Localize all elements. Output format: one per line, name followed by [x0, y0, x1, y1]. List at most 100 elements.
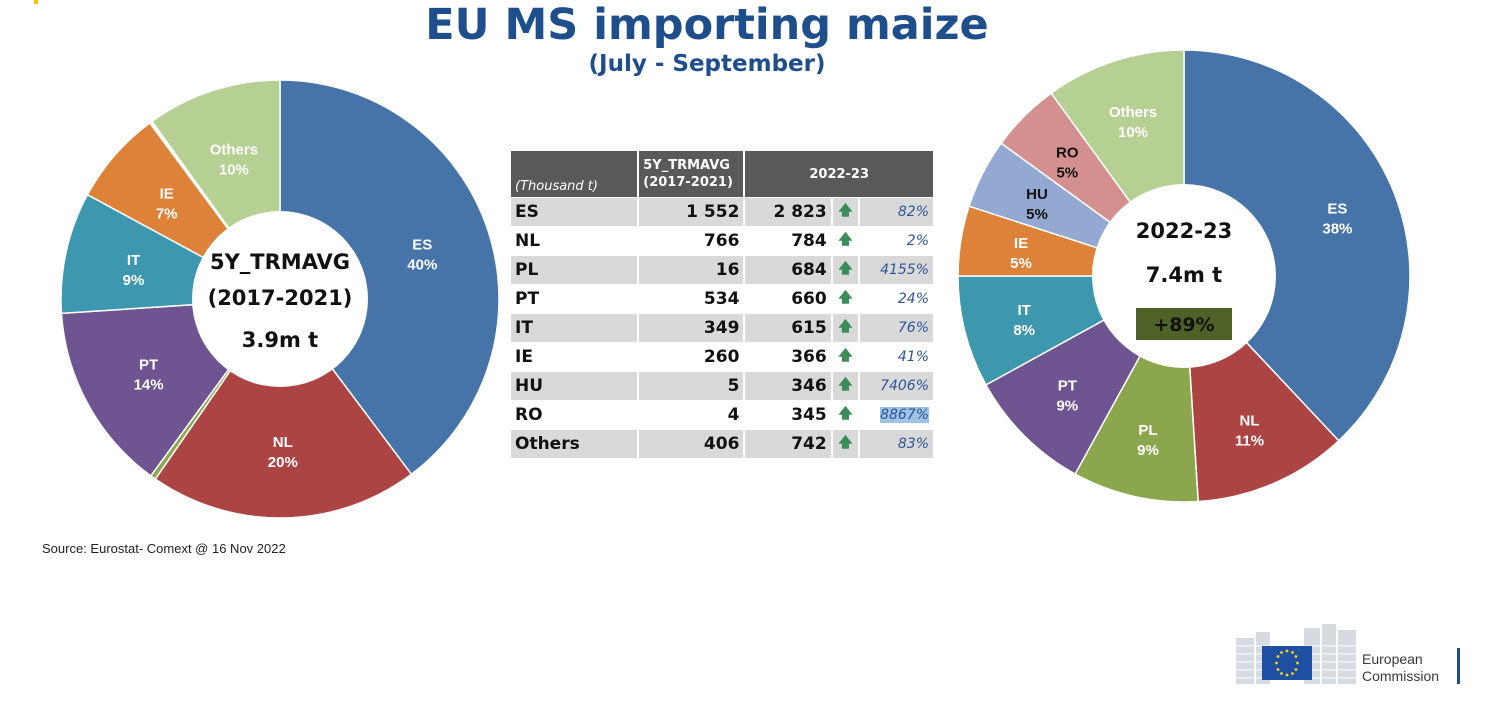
slice-name-label: RO: [1056, 144, 1079, 161]
slice-value-label: 5%: [1010, 255, 1032, 272]
table-body: ES 1 552 2 823 🡅 82% NL 766 784 🡅 2% PL …: [511, 197, 935, 459]
slice-name-label: Others: [210, 141, 258, 158]
row-country: Others: [511, 429, 640, 459]
row-change-pct: 8867%: [859, 400, 935, 430]
row-current-value: 784: [744, 226, 833, 256]
slice-value-label: 10%: [1118, 124, 1148, 141]
arrow-up-icon: 🡅: [838, 290, 853, 306]
row-avg-value: 260: [638, 342, 746, 372]
slice-value-label: 7%: [156, 206, 178, 223]
page-subtitle: (July - September): [588, 51, 826, 77]
row-arrow: 🡅: [831, 342, 861, 372]
row-arrow: 🡅: [831, 226, 861, 256]
slice-value-label: 14%: [134, 376, 164, 393]
slice-value-label: 8%: [1013, 322, 1035, 339]
slice-value-label: 9%: [1137, 442, 1159, 459]
table-row: ES 1 552 2 823 🡅 82%: [511, 197, 935, 227]
donut-center-text: (2017-2021): [208, 286, 353, 310]
ec-wordmark-line2: Commission: [1362, 668, 1440, 684]
arrow-up-icon: 🡅: [838, 377, 853, 393]
growth-badge-text: +89%: [1153, 314, 1214, 336]
arrow-up-icon: 🡅: [838, 435, 853, 451]
avg-header-line2: (2017-2021): [643, 175, 733, 190]
row-change-pct: 24%: [859, 284, 935, 314]
right-donut-chart: ES 38% NL 11% PL 9% PT 9% IT 8% IE 5% HU 5% RO 5% Others…: [957, 49, 1411, 503]
slice-name-label: NL: [1240, 412, 1260, 429]
avg-header-line1: 5Y_TRMAVG: [643, 158, 730, 173]
row-change-pct: 2%: [859, 226, 935, 256]
slice-name-label: ES: [412, 237, 432, 254]
row-current-value: 742: [744, 429, 833, 459]
table-row: PT 534 660 🡅 24%: [511, 284, 935, 314]
row-avg-value: 406: [638, 429, 746, 459]
row-change-pct: 83%: [859, 429, 935, 459]
row-change-pct: 4155%: [859, 255, 935, 285]
slice-value-label: 10%: [219, 161, 249, 178]
ec-wordmark: European Commission: [1362, 651, 1439, 685]
row-current-value: 615: [744, 313, 833, 343]
row-avg-value: 534: [638, 284, 746, 314]
row-avg-value: 1 552: [638, 197, 746, 227]
row-country: PT: [511, 284, 640, 314]
arrow-up-icon: 🡅: [838, 261, 853, 277]
pie-slice-es: [279, 79, 500, 476]
slice-name-label: IE: [160, 186, 174, 203]
arrow-up-icon: 🡅: [838, 232, 853, 248]
row-change-pct: 82%: [859, 197, 935, 227]
row-current-value: 684: [744, 255, 833, 285]
row-arrow: 🡅: [831, 429, 861, 459]
pie-slice-es: [1183, 49, 1411, 442]
table-row: Others 406 742 🡅 83%: [511, 429, 935, 459]
slice-value-label: 9%: [123, 272, 145, 289]
arrow-up-icon: 🡅: [838, 406, 853, 422]
slice-value-label: 11%: [1235, 432, 1264, 449]
row-country: IE: [511, 342, 640, 372]
slice-name-label: PT: [139, 356, 158, 373]
donut-center-text: 5Y_TRMAVG: [210, 250, 350, 274]
slice-name-label: ES: [1327, 200, 1347, 217]
row-change-pct: 7406%: [859, 371, 935, 401]
row-avg-value: 766: [638, 226, 746, 256]
row-arrow: 🡅: [831, 400, 861, 430]
row-avg-value: 5: [638, 371, 746, 401]
table-row: HU 5 346 🡅 7406%: [511, 371, 935, 401]
donut-hole: [192, 211, 368, 387]
row-country: PL: [511, 255, 640, 285]
row-country: ES: [511, 197, 640, 227]
table-row: PL 16 684 🡅 4155%: [511, 255, 935, 285]
growth-badge: [1136, 308, 1232, 340]
donut-center-text: 7.4m t: [1146, 263, 1222, 287]
european-commission-logo: [1236, 624, 1356, 684]
table-header-row: (Thousand t) 5Y_TRMAVG (2017-2021) 2022-…: [511, 151, 935, 198]
import-table: (Thousand t) 5Y_TRMAVG (2017-2021) 2022-…: [511, 151, 935, 459]
slice-value-label: 5%: [1056, 164, 1078, 181]
row-country: IT: [511, 313, 640, 343]
row-current-value: 2 823: [744, 197, 833, 227]
row-arrow: 🡅: [831, 284, 861, 314]
ec-wordmark-line1: European: [1362, 651, 1423, 667]
highlighted-pct: 8867%: [880, 407, 929, 423]
donut-center-text: 2022-23: [1136, 219, 1232, 243]
slice-name-label: HU: [1026, 186, 1048, 203]
row-country: NL: [511, 226, 640, 256]
row-avg-value: 349: [638, 313, 746, 343]
slice-value-label: 9%: [1056, 398, 1078, 415]
pie-slice-nl: [154, 297, 413, 519]
donut-center-text: 3.9m t: [242, 328, 318, 352]
table-row: NL 766 784 🡅 2%: [511, 226, 935, 256]
row-country: HU: [511, 371, 640, 401]
table-row: IE 260 366 🡅 41%: [511, 342, 935, 372]
corner-accent: [34, 0, 38, 4]
slice-name-label: PL: [1138, 422, 1157, 439]
slice-name-label: IT: [127, 252, 140, 269]
slice-value-label: 5%: [1026, 206, 1048, 223]
row-change-pct: 41%: [859, 342, 935, 372]
slice-value-label: 40%: [407, 257, 437, 274]
slice-name-label: IT: [1018, 302, 1031, 319]
row-avg-value: 4: [638, 400, 746, 430]
left-donut-chart: ES 40% NL 20% PT 14% IT 9% IE 7% Others 10% 5Y_TRMAV…: [60, 79, 500, 519]
slice-value-label: 20%: [268, 454, 298, 471]
slice-name-label: PT: [1058, 378, 1077, 395]
ec-divider: [1457, 648, 1460, 684]
arrow-up-icon: 🡅: [838, 348, 853, 364]
